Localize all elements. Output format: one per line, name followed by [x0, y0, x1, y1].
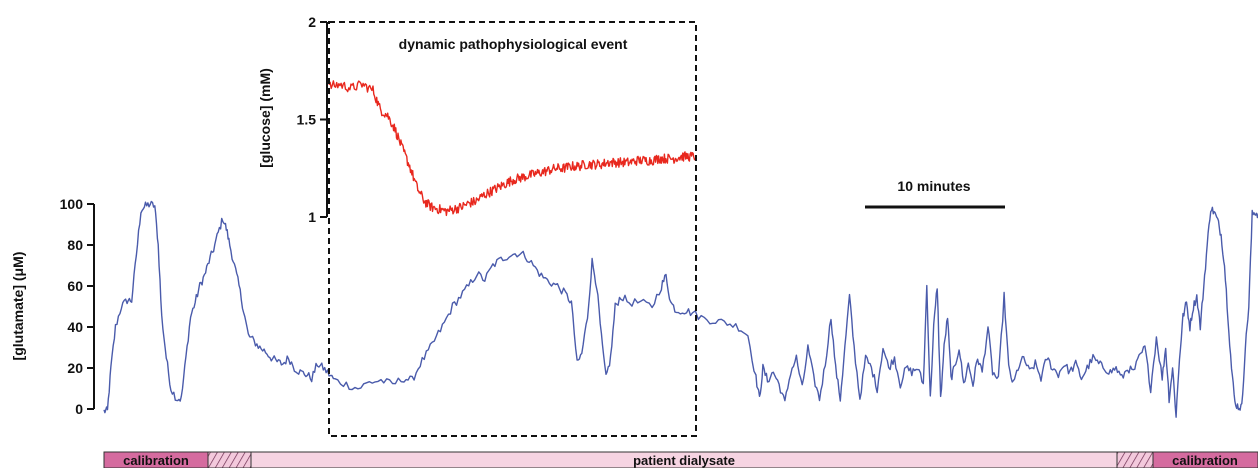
glucose-axis-title: [glucose] (mM) [257, 68, 273, 168]
hatch-left-segment [207, 451, 252, 468]
glutamate-tick-label: 60 [67, 278, 83, 294]
calibration-right-segment [1152, 451, 1258, 468]
glutamate-series-line [103, 200, 1258, 418]
timeline-band: calibration patient dialysate calibratio… [103, 451, 1258, 468]
glucose-tick-label: 2 [308, 14, 316, 30]
calibration-right-label: calibration [1172, 453, 1238, 468]
event-box [328, 21, 697, 437]
glutamate-tick-label: 20 [67, 360, 83, 376]
calibration-left-label: calibration [123, 453, 189, 468]
event-label: dynamic pathophysiological event [399, 36, 628, 52]
dialysate-label: patient dialysate [633, 453, 735, 468]
glutamate-tick-label: 0 [75, 401, 83, 417]
glutamate-tick-label: 40 [67, 319, 83, 335]
glutamate-ticks: 0 20 40 60 80 100 [60, 196, 94, 417]
glucose-ticks: 11.52 [297, 14, 327, 225]
glucose-tick-label: 1 [308, 209, 316, 225]
hatch-right-segment [1116, 451, 1154, 468]
glutamate-tick-label: 80 [67, 237, 83, 253]
scale-bar-label: 10 minutes [897, 178, 970, 194]
glutamate-axis: 0 20 40 60 80 100 [glutamate] (μM) [10, 196, 95, 417]
glucose-axis: 11.52 [glucose] (mM) [257, 14, 328, 225]
glucose-tick-label: 1.5 [297, 112, 317, 128]
scale-bar: 10 minutes [865, 178, 1005, 209]
glutamate-axis-title: [glutamate] (μM) [10, 252, 26, 361]
glucose-series-line [328, 80, 697, 217]
glutamate-tick-label: 100 [60, 196, 84, 212]
